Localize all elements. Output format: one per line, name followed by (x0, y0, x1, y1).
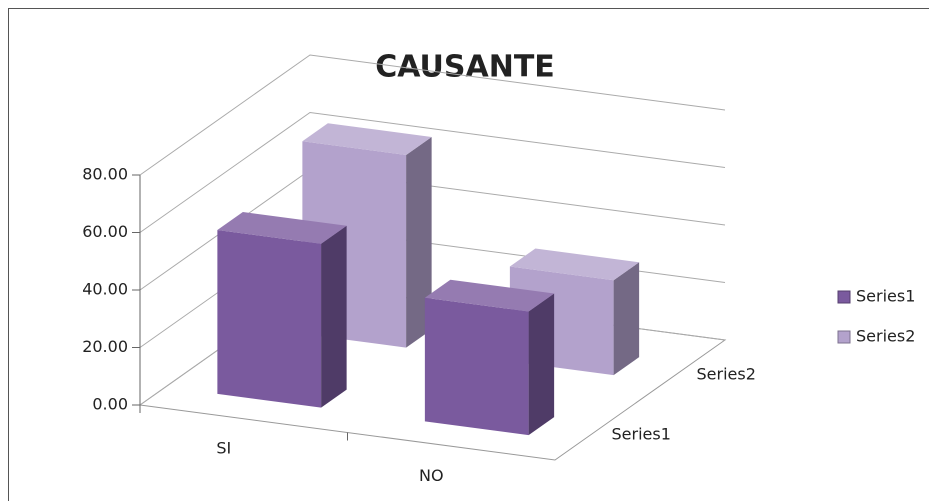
legend-label: Series1 (856, 287, 915, 306)
bar-front (217, 230, 322, 408)
y-tick-label: 20.00 (82, 337, 128, 356)
bar-top (302, 123, 432, 155)
bar-side (406, 137, 432, 348)
y-tick-label: 60.00 (82, 222, 128, 241)
bar-top (509, 248, 640, 281)
bar-side (321, 225, 347, 408)
grid-line (139, 111, 726, 233)
chart-title: CAUSANTE (375, 50, 555, 85)
legend-swatch (837, 290, 851, 304)
bar-top (217, 212, 347, 244)
bar-side (528, 293, 555, 436)
x-tick-label: NO (419, 466, 444, 485)
bar-front (424, 297, 529, 436)
legend-label: Series2 (856, 327, 915, 346)
y-tick-label: 40.00 (82, 280, 128, 299)
depth-label: Series2 (697, 365, 756, 384)
bar-top (424, 279, 555, 312)
x-tick-label: SI (216, 438, 231, 457)
grid-line (139, 54, 726, 176)
y-tick-label: 80.00 (82, 165, 128, 184)
depth-label: Series1 (612, 425, 671, 444)
legend-swatch (837, 330, 851, 344)
y-tick-label: 0.00 (92, 395, 128, 414)
bar-side (613, 262, 640, 376)
